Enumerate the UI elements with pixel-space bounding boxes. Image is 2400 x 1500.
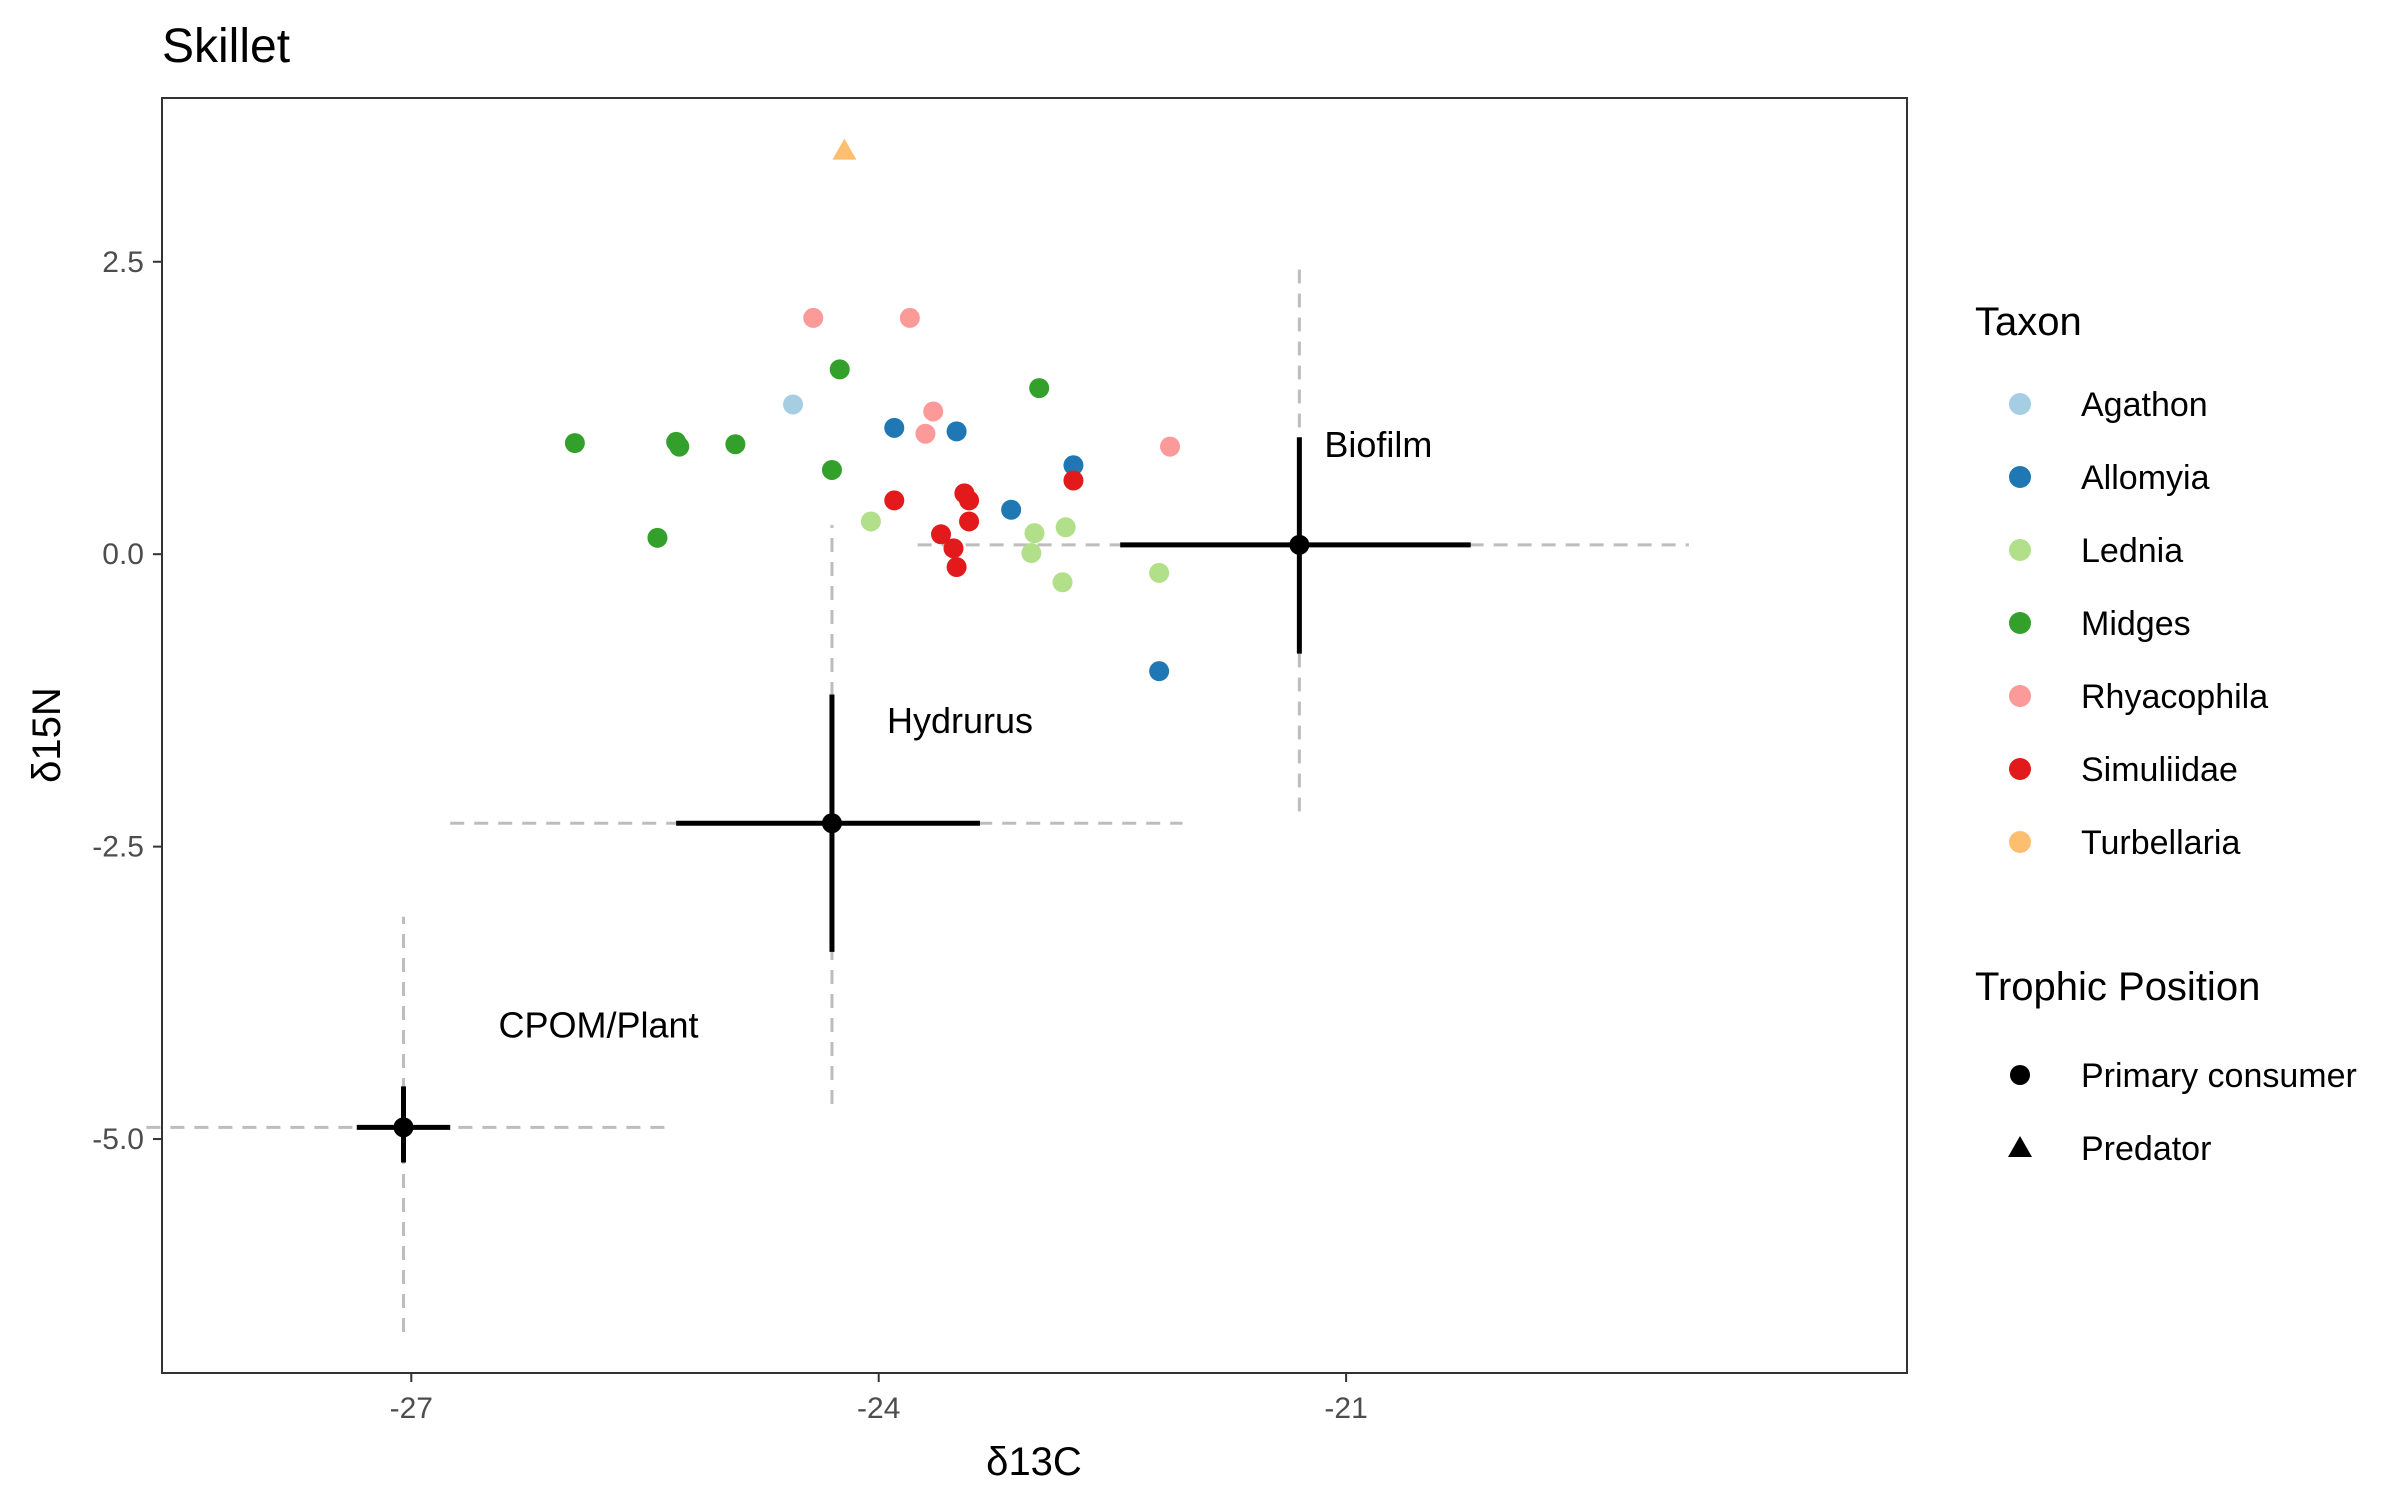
data-point [1063,470,1084,491]
data-point [647,527,668,548]
source-label: Hydrurus [887,700,1033,741]
taxon-legend: Taxon Agathon Allomyia Lednia Midges Rhyacop… [1975,300,2268,862]
legend-key-simuliidae [2009,758,2031,780]
data-point [1029,378,1050,399]
data-point [1001,499,1022,520]
y-tick-label: -2.5 [92,831,144,864]
x-tick-label: -21 [1324,1392,1367,1425]
y-tick-label: -5.0 [92,1123,144,1156]
data-point [884,490,905,511]
data-point [915,423,936,444]
data-point [783,394,804,415]
legend-label: Predator [2081,1130,2211,1168]
data-point [1024,523,1045,544]
plot-panel [161,97,1908,1374]
source-mean-point [393,1117,414,1138]
data-point [1055,517,1076,538]
legend-label: Midges [2081,605,2191,643]
y-axis-ticks: 2.5 0.0 -2.5 -5.0 [92,246,162,1156]
x-tick-label: -27 [390,1392,433,1425]
data-point [1063,455,1084,476]
legend-key-lednia [2009,539,2031,561]
chart-title: Skillet [162,20,290,73]
trophic-legend-title: Trophic Position [1975,965,2260,1009]
data-point [899,307,920,328]
legend-label: Simuliidae [2081,751,2238,789]
source-errorbars [146,267,1689,1333]
taxon-legend-title: Taxon [1975,300,2082,344]
legend-label: Allomyia [2081,459,2210,497]
data-point [821,459,842,480]
y-tick-label: 0.0 [102,538,144,571]
data-point [803,307,824,328]
data-point [1149,562,1170,583]
data-point [725,434,746,455]
legend-key-turbellaria [2009,831,2031,853]
data-point [946,421,967,442]
data-point [923,401,944,422]
data-points [564,138,1181,682]
legend-label: Rhyacophila [2081,678,2268,716]
y-axis-title: δ15N [25,687,69,783]
x-axis-title: δ13C [986,1440,1082,1484]
data-point [1149,661,1170,682]
data-point [959,490,980,511]
source-labels: CPOM/Plant Hydrurus Biofilm [498,424,1432,1046]
legend-key-primary-consumer [2010,1065,2030,1085]
x-axis-ticks: -27 -24 -21 [390,1373,1368,1425]
legend-key-rhyacophila [2009,685,2031,707]
data-point [943,538,964,559]
data-point [1021,543,1042,564]
x-tick-label: -24 [857,1392,900,1425]
data-point [1052,572,1073,593]
source-mean-point [1289,534,1310,555]
data-point [931,524,952,545]
legend-key-agathon [2009,393,2031,415]
data-point [829,359,850,380]
source-label: CPOM/Plant [498,1004,698,1045]
legend-key-allomyia [2009,466,2031,488]
legend-key-midges [2009,612,2031,634]
data-point [1160,436,1181,457]
data-point-predator [832,138,857,160]
source-mean-point [821,813,842,834]
data-point [860,511,881,532]
data-point [669,436,690,457]
y-tick-label: 2.5 [102,246,144,279]
data-point [884,417,905,438]
data-point [564,433,585,454]
legend-label: Agathon [2081,386,2208,424]
trophic-legend: Trophic Position Primary consumer Predato… [1975,965,2357,1168]
source-label: Biofilm [1324,424,1432,465]
data-point [946,557,967,578]
legend-label: Turbellaria [2081,824,2240,862]
data-point [959,511,980,532]
legend-key-predator [2008,1136,2032,1157]
legend-label: Lednia [2081,532,2183,570]
legend-label: Primary consumer [2081,1057,2357,1095]
